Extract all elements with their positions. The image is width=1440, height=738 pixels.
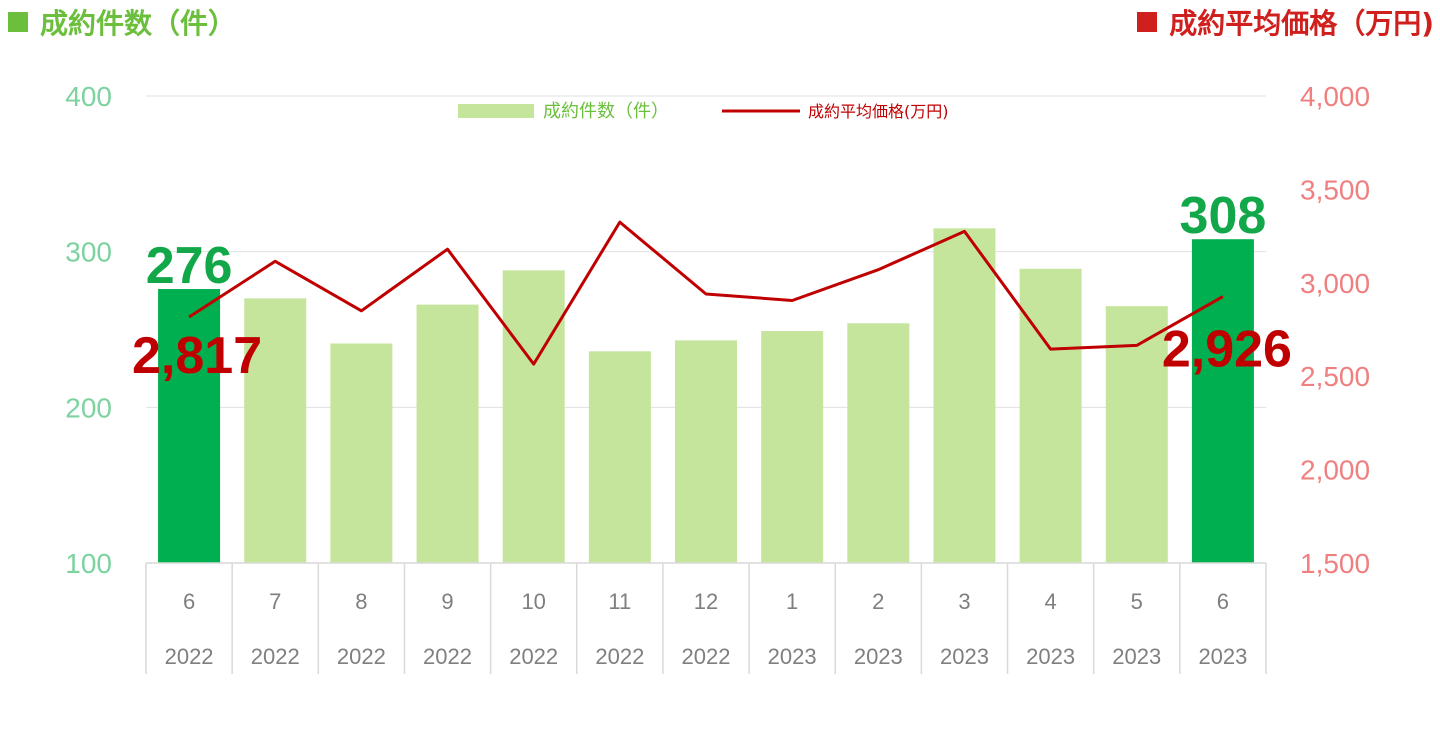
bar (416, 304, 479, 563)
year-label: 2023 (854, 644, 903, 669)
month-label: 9 (441, 589, 453, 614)
bar (158, 289, 221, 563)
right-tick-label: 1,500 (1300, 548, 1370, 579)
year-label: 2022 (251, 644, 300, 669)
bar (933, 228, 996, 564)
year-label: 2023 (1026, 644, 1075, 669)
bar (1019, 268, 1082, 563)
month-label: 12 (694, 589, 718, 614)
month-label: 10 (521, 589, 545, 614)
left-tick-label: 300 (65, 237, 112, 268)
month-label: 1 (786, 589, 798, 614)
month-label: 5 (1131, 589, 1143, 614)
right-tick-label: 3,500 (1300, 174, 1370, 205)
callouts: 276 308 2,817 2,926 (132, 187, 1292, 385)
left-axis-title-text: 成約件数（件） (40, 7, 237, 40)
month-label: 7 (269, 589, 281, 614)
red-square-icon (1137, 12, 1158, 32)
month-label: 11 (608, 589, 631, 614)
right-tick-label: 4,000 (1300, 81, 1370, 112)
year-label: 2022 (423, 644, 472, 669)
last-bar-value-label: 308 (1180, 187, 1267, 245)
year-label: 2022 (682, 644, 731, 669)
year-label: 2022 (165, 644, 214, 669)
year-label: 2023 (1112, 644, 1161, 669)
year-label: 2023 (940, 644, 989, 669)
bar (330, 343, 393, 563)
month-label: 8 (355, 589, 367, 614)
bar (502, 270, 565, 563)
bar (675, 340, 737, 563)
last-price-value-label: 2,926 (1162, 321, 1292, 379)
left-tick-label: 100 (65, 548, 112, 579)
left-axis-title: 成約件数（件） (8, 2, 236, 42)
month-label: 4 (1044, 589, 1056, 614)
legend: 成約件数（件） 成約平均価格(万円) (458, 101, 949, 122)
line-series (188, 220, 1224, 366)
first-bar-value-label: 276 (146, 237, 233, 295)
right-axis-title: 成約平均価格（万円) (1137, 2, 1434, 42)
green-square-icon (8, 12, 28, 32)
year-label: 2023 (1198, 644, 1247, 669)
right-tick-label: 2,500 (1300, 361, 1370, 392)
legend-bar-label: 成約件数（件） (543, 101, 669, 122)
month-label: 6 (183, 589, 195, 614)
left-tick-label: 200 (65, 392, 112, 423)
legend-line-label: 成約平均価格(万円) (808, 102, 949, 121)
bar (761, 331, 824, 563)
year-label: 2022 (337, 644, 386, 669)
bar (1105, 306, 1168, 563)
bar-series (158, 228, 1254, 564)
year-label: 2023 (768, 644, 817, 669)
left-tick-label: 400 (65, 81, 112, 112)
month-label: 2 (872, 589, 884, 614)
right-tick-label: 2,000 (1300, 455, 1370, 486)
first-price-value-label: 2,817 (132, 327, 262, 385)
bar (847, 323, 910, 563)
month-label: 3 (958, 589, 970, 614)
bar (588, 351, 651, 563)
month-label: 6 (1217, 589, 1229, 614)
year-label: 2022 (509, 644, 558, 669)
bar (1191, 239, 1254, 564)
legend-bar-swatch (458, 104, 534, 118)
axes: 100 200 300 400 1,500 2,000 2,500 3,000 3,500 4,0… (65, 81, 1370, 674)
right-axis-title-text: 成約平均価格（万円) (1169, 7, 1434, 40)
year-label: 2022 (595, 644, 644, 669)
bar (244, 298, 307, 563)
price-line (188, 220, 1224, 366)
right-tick-label: 3,000 (1300, 268, 1370, 299)
